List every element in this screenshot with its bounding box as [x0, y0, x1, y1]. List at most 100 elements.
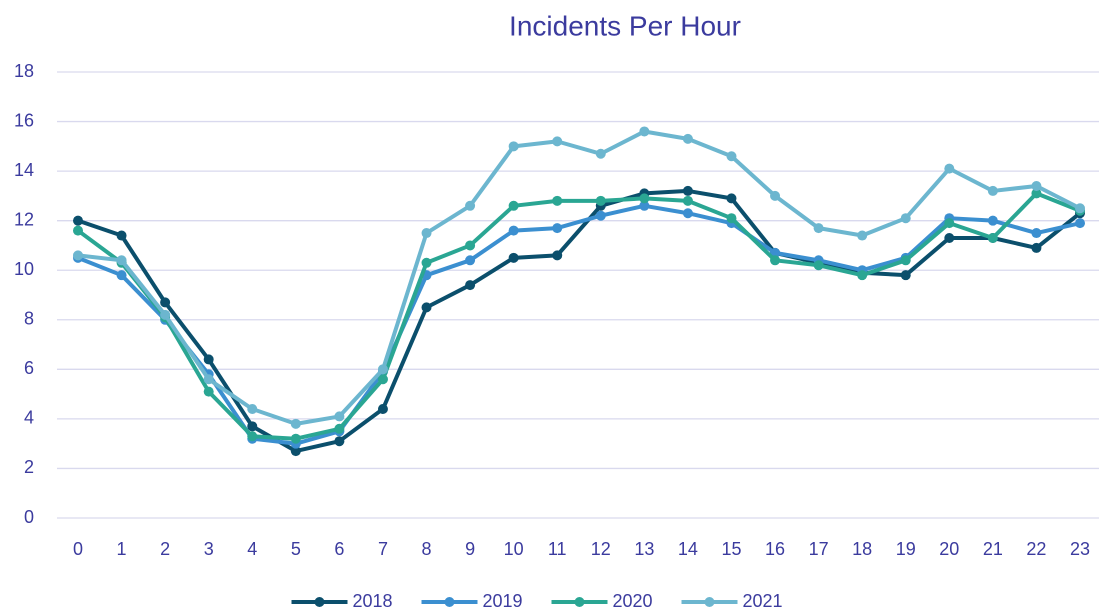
data-point [334, 436, 345, 447]
data-point [682, 133, 693, 144]
data-point [203, 374, 214, 385]
data-point [508, 252, 519, 263]
data-point [247, 431, 258, 442]
legend-label: 2019 [483, 591, 523, 611]
y-tick-label: 0 [24, 507, 34, 527]
series-line [77, 129, 1081, 426]
data-point [944, 233, 955, 244]
data-point [682, 195, 693, 206]
x-tick-label: 6 [334, 539, 344, 559]
data-point [421, 257, 432, 268]
data-point [465, 280, 476, 291]
data-point [247, 403, 258, 414]
data-point [421, 228, 432, 239]
data-point [73, 225, 83, 236]
data-point [552, 223, 563, 234]
y-tick-label: 2 [24, 457, 34, 477]
y-tick-label: 12 [14, 209, 34, 229]
data-point [900, 213, 911, 224]
data-point [552, 250, 563, 261]
data-point [595, 195, 606, 206]
data-point [987, 233, 998, 244]
x-tick-label: 23 [1070, 539, 1090, 559]
x-tick-label: 1 [117, 539, 127, 559]
x-tick-label: 22 [1026, 539, 1046, 559]
data-point [682, 185, 693, 196]
x-tick-label: 17 [809, 539, 829, 559]
data-point [334, 411, 345, 422]
legend-marker [574, 597, 585, 607]
data-point [944, 163, 955, 174]
x-tick-label: 19 [896, 539, 916, 559]
data-point [421, 302, 432, 313]
data-point [1075, 218, 1085, 229]
data-point [813, 223, 824, 234]
data-point [290, 418, 301, 429]
x-tick-label: 8 [422, 539, 432, 559]
data-point [857, 270, 868, 281]
x-tick-label: 18 [852, 539, 872, 559]
data-point [377, 374, 388, 385]
x-tick-label: 10 [504, 539, 524, 559]
x-tick-label: 5 [291, 539, 301, 559]
data-point [465, 240, 476, 251]
data-point [900, 255, 911, 266]
y-tick-label: 18 [14, 61, 34, 81]
data-point [552, 136, 563, 147]
series-line [77, 188, 1082, 454]
data-point [726, 193, 737, 204]
y-tick-label: 8 [24, 309, 34, 329]
data-point [465, 255, 476, 266]
x-tick-label: 13 [634, 539, 654, 559]
data-point [508, 200, 519, 211]
data-point [290, 446, 301, 457]
x-tick-label: 12 [591, 539, 611, 559]
data-point [203, 354, 214, 365]
data-point [160, 297, 171, 308]
legend-label: 2021 [743, 591, 783, 611]
y-tick-label: 6 [24, 358, 34, 378]
data-point [116, 270, 127, 281]
x-tick-label: 14 [678, 539, 698, 559]
data-point [813, 260, 824, 271]
x-tick-label: 2 [160, 539, 170, 559]
series-line [76, 191, 1081, 441]
legend-marker [314, 597, 325, 607]
data-point [639, 193, 650, 204]
data-point [290, 433, 301, 444]
data-point [73, 215, 83, 226]
data-point [639, 200, 650, 211]
data-point [203, 386, 214, 397]
data-point [1075, 203, 1085, 214]
data-point [334, 423, 345, 434]
data-point [377, 403, 388, 414]
data-point [116, 255, 127, 266]
x-tick-label: 0 [73, 539, 83, 559]
chart-title: Incidents Per Hour [509, 10, 741, 41]
data-point [1031, 228, 1042, 239]
x-tick-label: 11 [548, 539, 567, 559]
x-tick-label: 20 [939, 539, 959, 559]
data-point [465, 200, 476, 211]
x-tick-label: 3 [204, 539, 214, 559]
legend-marker [444, 597, 455, 607]
legend-label: 2020 [613, 591, 653, 611]
data-point [160, 309, 171, 320]
data-point [639, 126, 650, 137]
data-point [682, 208, 693, 219]
x-tick-label: 21 [983, 539, 1003, 559]
y-tick-label: 14 [14, 160, 34, 180]
data-point [1031, 242, 1042, 253]
legend-marker [704, 597, 715, 607]
data-point [116, 230, 127, 241]
data-point [377, 364, 388, 375]
data-point [595, 148, 606, 159]
y-tick-label: 16 [14, 110, 34, 130]
data-point [595, 210, 606, 221]
data-point [508, 225, 519, 236]
legend-label: 2018 [353, 591, 393, 611]
data-point [73, 250, 83, 261]
data-point [770, 190, 781, 201]
data-point [987, 215, 998, 226]
